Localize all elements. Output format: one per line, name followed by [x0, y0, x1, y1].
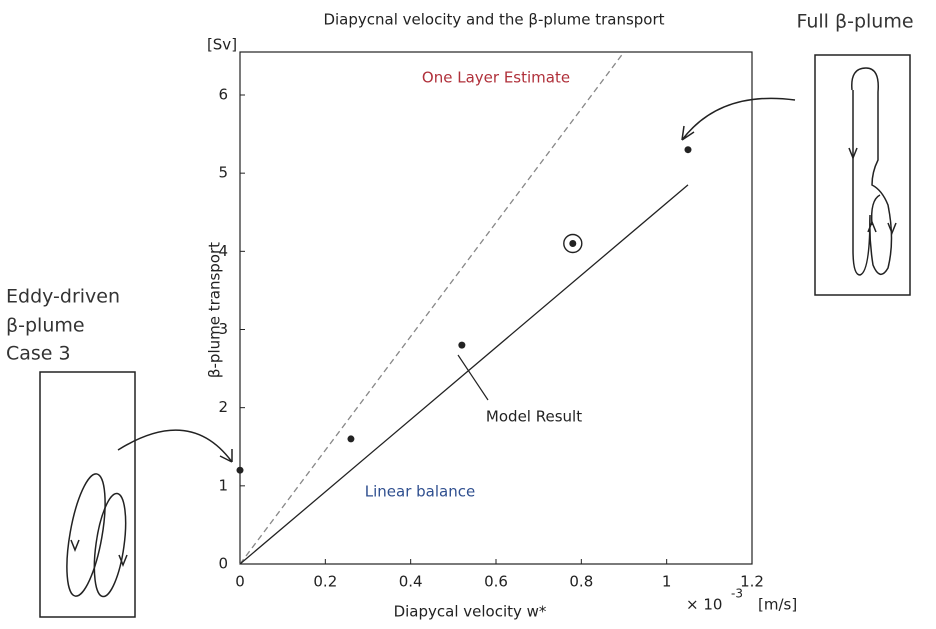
chart-title: Diapycnal velocity and the β-plume trans…: [323, 11, 664, 29]
x-unit: [m/s]: [758, 596, 797, 614]
point: [458, 341, 466, 349]
plot-frame: [239, 51, 753, 565]
point: [347, 435, 355, 443]
point: [236, 466, 244, 474]
x-tick-label: 1.2: [740, 573, 764, 591]
sketch-box: [39, 371, 136, 618]
sketch-arrows: [848, 147, 897, 236]
x-axis-label: Diapycal velocity w*: [394, 603, 547, 621]
y-tick-label: 1: [218, 476, 228, 494]
line-label: One Layer Estimate: [422, 69, 570, 87]
y-tick-label: 0: [218, 555, 228, 573]
y-tick-label: 4: [218, 242, 228, 260]
line-label: Model Result: [486, 408, 582, 426]
point: [684, 146, 692, 154]
x-tick-label: 0.4: [399, 573, 423, 591]
y-tick-label: 5: [218, 164, 228, 182]
sketch-path: [93, 492, 127, 598]
point-highlight: [563, 233, 583, 254]
y-tick-label: 3: [218, 320, 228, 338]
sketch-path: [66, 473, 106, 597]
y-tick-label: 2: [218, 398, 228, 416]
x-tick-label: 0.8: [569, 573, 593, 591]
x-tick-label: 0: [235, 573, 245, 591]
arrow: [681, 97, 796, 141]
sketch-box: [814, 54, 911, 296]
annotation: β-plume: [6, 315, 85, 337]
arrow: [117, 429, 233, 463]
x-tick-label: 1: [662, 573, 672, 591]
leader-line: [457, 354, 489, 401]
sketch-arrows: [70, 539, 128, 568]
annotation: Case 3: [6, 343, 71, 365]
annotation: Full β-plume: [796, 11, 913, 33]
line: [239, 51, 625, 565]
y-unit: [Sv]: [207, 36, 237, 54]
y-axis-label: β-plume transport: [206, 242, 224, 378]
x-multiplier: × 10: [686, 596, 722, 614]
x-tick-label: 0.2: [313, 573, 337, 591]
sketches: [39, 54, 911, 618]
annotation: Linear balance: [365, 483, 475, 501]
line: [239, 184, 689, 565]
x-tick-label: 0.6: [484, 573, 508, 591]
point: [569, 240, 577, 248]
annotation: Eddy-driven: [6, 286, 120, 308]
y-tick-label: 6: [218, 85, 228, 103]
x-exponent: -3: [731, 587, 743, 601]
sketch-path: [870, 194, 881, 226]
sketch-path: [851, 67, 893, 276]
